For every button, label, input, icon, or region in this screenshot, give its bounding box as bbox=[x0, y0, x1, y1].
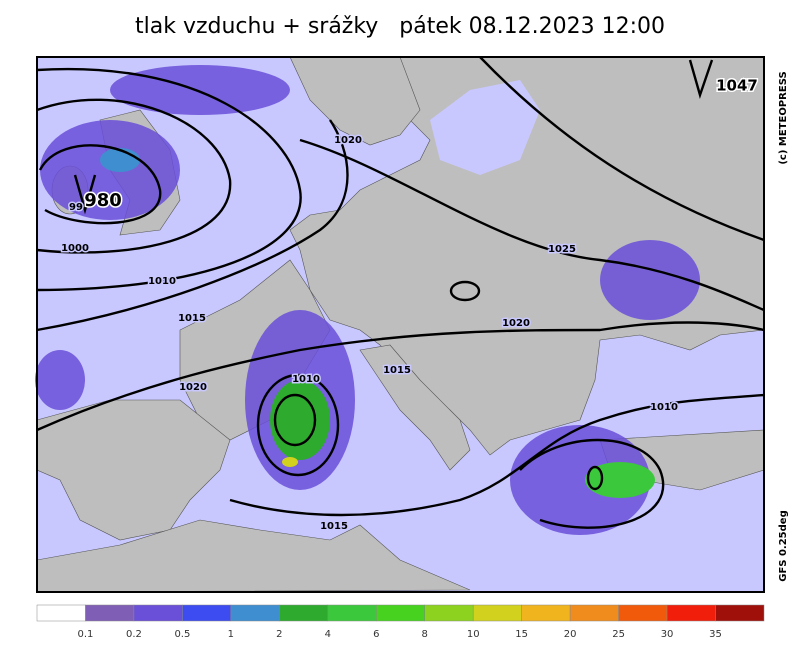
colorbar-label: 25 bbox=[612, 629, 625, 640]
colorbar-label: 15 bbox=[515, 629, 528, 640]
model-info: GFS 0.25deg bbox=[778, 510, 789, 582]
isobar-label: 1020 bbox=[334, 135, 362, 146]
colorbar-swatch bbox=[424, 604, 474, 622]
title: tlak vzduchu + srážky pátek 08.12.2023 1… bbox=[135, 14, 665, 39]
isobar-labels: 980 1047 99 1000 1010 1015 1020 1020 1010 1015 102… bbox=[60, 75, 760, 534]
isobar-label: 1010 bbox=[148, 276, 176, 287]
isobar-label: 1020 bbox=[502, 318, 530, 329]
colorbar-label: 8 bbox=[422, 629, 428, 640]
colorbar-swatch bbox=[376, 604, 425, 622]
colorbar-swatch bbox=[618, 604, 668, 622]
isobar-label: 1010 bbox=[292, 374, 320, 385]
colorbar-swatch bbox=[666, 604, 716, 622]
land bbox=[36, 56, 765, 593]
colorbar-swatch bbox=[36, 604, 86, 622]
map: 980 1047 99 1000 1010 1015 1020 1020 1010 1015 102… bbox=[35, 56, 765, 593]
isobar-label: 1015 bbox=[178, 313, 206, 324]
colorbar-swatch bbox=[230, 604, 280, 622]
black-sea bbox=[600, 347, 720, 403]
colorbar-swatch bbox=[569, 604, 619, 622]
isobars bbox=[36, 56, 765, 529]
isobar-label: 1015 bbox=[320, 521, 348, 532]
colorbar-label: 1 bbox=[228, 629, 234, 640]
colorbar-swatch bbox=[715, 604, 765, 622]
isobar-label: 1010 bbox=[650, 402, 678, 413]
colorbar-label: 4 bbox=[325, 629, 331, 640]
colorbar: 0.1 0.2 0.5 1 2 4 6 8 10 15 20 25 30 35 bbox=[36, 604, 765, 640]
isobar-label: 1000 bbox=[61, 243, 89, 254]
copyright: (c) METEOPRESS bbox=[778, 71, 789, 164]
colorbar-swatch bbox=[521, 604, 571, 622]
colorbar-swatch bbox=[182, 604, 232, 622]
colorbar-swatch bbox=[472, 604, 522, 622]
colorbar-label: 35 bbox=[709, 629, 722, 640]
colorbar-label: 0.1 bbox=[78, 629, 94, 640]
pressure-center-label: 1047 bbox=[716, 77, 758, 95]
colorbar-label: 10 bbox=[467, 629, 480, 640]
isobar-label: 1025 bbox=[548, 244, 576, 255]
isobar-label: 1020 bbox=[179, 382, 207, 393]
colorbar-swatch bbox=[133, 604, 183, 622]
colorbar-swatch bbox=[279, 604, 329, 622]
colorbar-label: 30 bbox=[661, 629, 674, 640]
isobar-label: 1015 bbox=[383, 365, 411, 376]
baltic-sea bbox=[430, 80, 540, 175]
colorbar-label: 0.5 bbox=[174, 629, 190, 640]
pressure-center-label: 980 bbox=[84, 190, 122, 211]
colorbar-label: 0.2 bbox=[126, 629, 142, 640]
map-frame bbox=[36, 56, 765, 593]
colorbar-label: 2 bbox=[276, 629, 282, 640]
colorbar-swatch bbox=[85, 604, 135, 622]
colorbar-swatch bbox=[327, 604, 377, 622]
isobar-label: 99 bbox=[69, 202, 83, 213]
colorbar-label: 20 bbox=[564, 629, 577, 640]
colorbar-label: 6 bbox=[373, 629, 379, 640]
